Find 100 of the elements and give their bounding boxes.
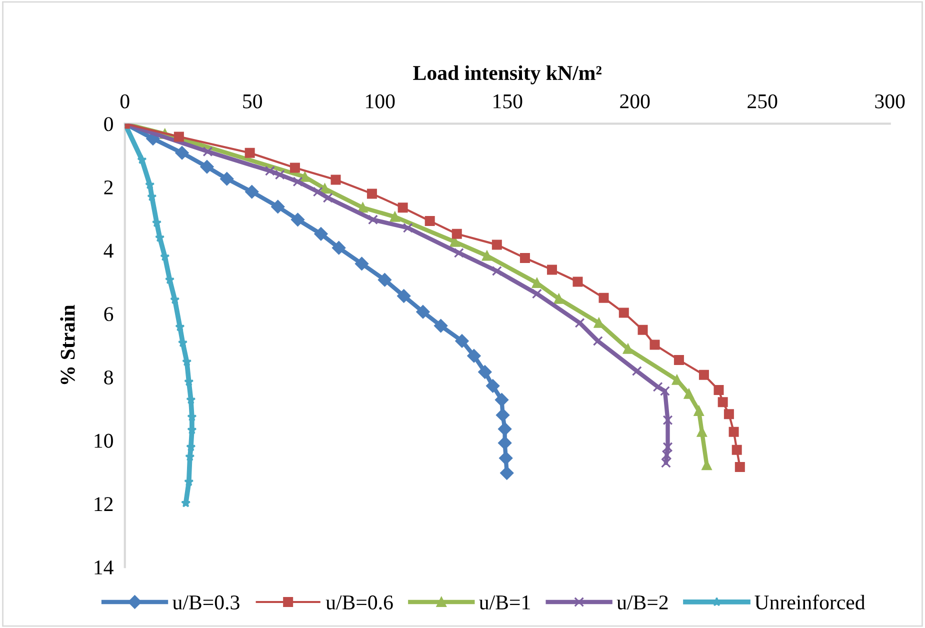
point: [728, 426, 739, 437]
x-tick-label: 300: [875, 94, 905, 108]
point: [355, 256, 368, 270]
point: [467, 349, 481, 363]
point: [714, 385, 724, 396]
y-tick-label: 2: [104, 180, 113, 194]
point: [455, 334, 469, 348]
point: [496, 408, 510, 422]
point: [498, 422, 512, 436]
point: [174, 132, 184, 142]
point: [274, 170, 285, 180]
y-tick-label: 0: [104, 117, 113, 132]
x-tick-label: 50: [243, 94, 262, 108]
point: [390, 212, 400, 222]
y-tick-label: 14: [94, 560, 114, 574]
x-axis-title: Load intensity kN/m²: [413, 65, 602, 84]
point: [732, 444, 742, 455]
legend-label: Unreinforced: [754, 594, 866, 610]
point: [492, 240, 502, 250]
y-tick-label: 6: [104, 307, 114, 322]
point: [662, 450, 672, 460]
point: [300, 172, 310, 182]
point: [684, 388, 694, 399]
point: [694, 406, 704, 416]
point: [499, 451, 513, 465]
point: [674, 354, 684, 365]
x-tick-label: 150: [494, 94, 522, 108]
y-tick-label: 12: [94, 497, 113, 511]
point: [572, 276, 583, 287]
legend-label: u/B=2: [616, 595, 668, 610]
point: [500, 466, 514, 480]
point: [358, 202, 368, 213]
point: [650, 340, 660, 350]
point: [322, 192, 333, 203]
point: [598, 292, 609, 303]
point: [452, 228, 462, 239]
point: [662, 442, 673, 452]
point: [622, 344, 633, 354]
point: [368, 214, 378, 225]
y-tick-label: 8: [104, 370, 113, 384]
point: [652, 382, 663, 392]
point: [495, 393, 508, 407]
point: [200, 160, 214, 174]
legend-label: u/B=1: [479, 596, 530, 610]
x-tick-label: 100: [366, 94, 395, 108]
point: [402, 222, 413, 233]
point: [398, 202, 408, 213]
point: [320, 184, 330, 194]
point: [312, 186, 323, 197]
legend-label: u/B=0.6: [326, 595, 393, 610]
point: [520, 252, 530, 263]
y-tick-label: 10: [94, 434, 113, 448]
point: [366, 188, 377, 199]
legend-label: u/B=0.3: [172, 595, 240, 610]
point: [478, 365, 492, 379]
point: [434, 319, 448, 332]
point: [554, 294, 564, 304]
point: [594, 318, 604, 328]
point: [264, 166, 275, 176]
point: [532, 288, 542, 299]
point: [618, 308, 629, 318]
point: [574, 318, 585, 328]
point: [638, 324, 648, 335]
point: [660, 386, 670, 396]
point: [424, 216, 435, 226]
point: [220, 172, 234, 186]
point: [332, 241, 346, 255]
point: [498, 436, 512, 450]
point: [378, 273, 392, 287]
point: [330, 174, 341, 185]
point: [244, 148, 255, 158]
point: [486, 379, 500, 393]
point: [724, 409, 734, 420]
point: [698, 370, 709, 380]
point: [175, 146, 189, 160]
point: [492, 266, 502, 276]
point: [202, 146, 213, 157]
point: [290, 162, 300, 173]
point: [592, 336, 603, 346]
point: [292, 176, 303, 187]
point: [416, 305, 430, 319]
point: [734, 462, 745, 472]
point: [632, 366, 642, 376]
point: [137, 154, 147, 164]
x-tick-label: 0: [120, 94, 130, 108]
point: [245, 185, 259, 199]
point: [662, 415, 673, 426]
y-axis-title: % Strain: [60, 304, 75, 384]
point: [660, 458, 671, 468]
point: [546, 264, 557, 275]
point: [718, 397, 728, 408]
x-tick-label: 200: [620, 94, 650, 108]
y-tick-label: 4: [104, 244, 114, 258]
point: [532, 278, 542, 288]
x-tick-label: 250: [748, 94, 778, 108]
point: [291, 212, 304, 226]
point: [454, 248, 464, 258]
point: [271, 200, 285, 214]
point: [482, 250, 492, 261]
point: [702, 460, 712, 470]
